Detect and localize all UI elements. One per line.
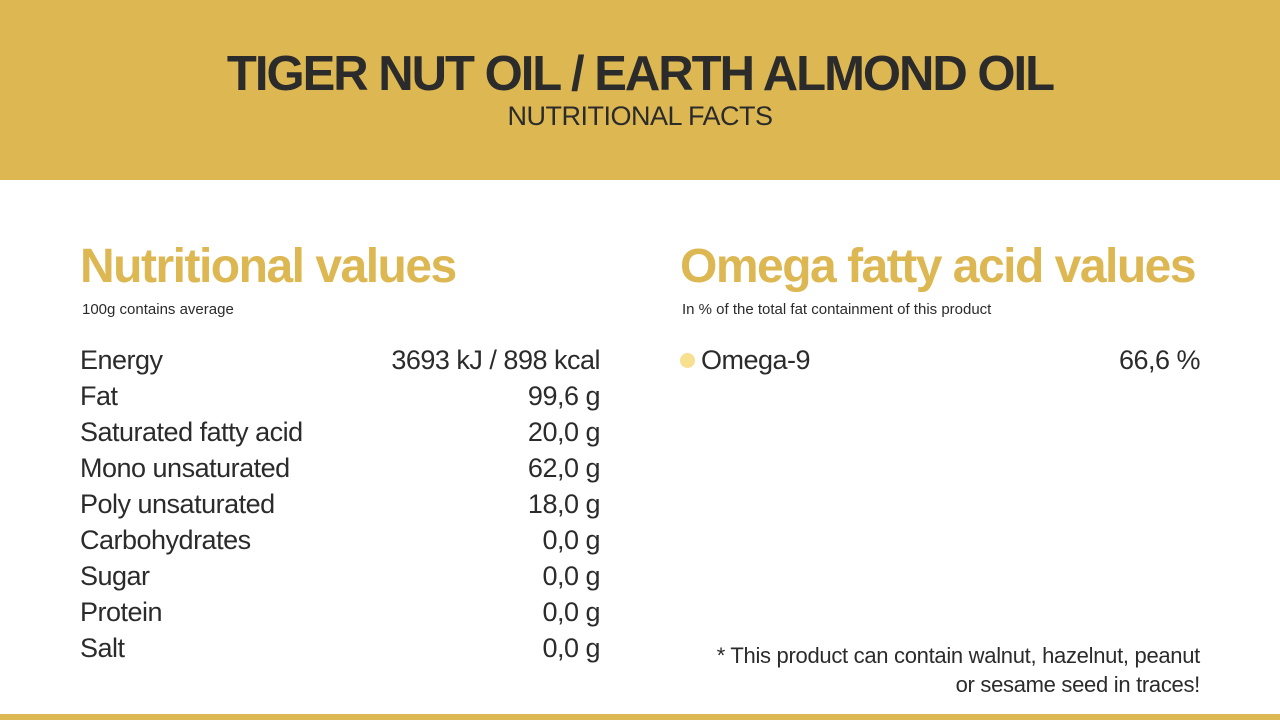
nutrient-label: Carbohydrates bbox=[80, 525, 251, 555]
nutrient-row-carbohydrates: Carbohydrates 0,0 g bbox=[80, 522, 600, 558]
nutritional-values-heading: Nutritional values bbox=[80, 240, 457, 293]
allergen-footnote: * This product can contain walnut, hazel… bbox=[640, 641, 1201, 699]
nutrient-row-energy: Energy 3693 kJ / 898 kcal bbox=[80, 342, 600, 378]
nutrient-value: 0,0 g bbox=[542, 597, 600, 627]
omega-values-heading: Omega fatty acid values bbox=[680, 240, 1197, 293]
header-banner: TIGER NUT OIL / EARTH ALMOND OIL NUTRITI… bbox=[0, 0, 1280, 180]
page-subtitle: NUTRITIONAL FACTS bbox=[507, 101, 773, 131]
nutritional-values-note: 100g contains average bbox=[82, 301, 234, 318]
nutrient-row-mono-unsaturated: Mono unsaturated 62,0 g bbox=[80, 450, 601, 486]
nutrient-row-saturated: Saturated fatty acid 20,0 g bbox=[80, 414, 601, 450]
footnote-line-2: or sesame seed in traces! bbox=[955, 672, 1201, 697]
nutrient-label: Salt bbox=[80, 633, 125, 663]
nutrient-value: 0,0 g bbox=[542, 525, 600, 555]
nutrient-value: 18,0 g bbox=[527, 489, 601, 519]
nutrient-row-poly-unsaturated: Poly unsaturated 18,0 g bbox=[80, 486, 601, 522]
omega-row-omega-9: Omega-9 66,6 % bbox=[680, 342, 1201, 378]
nutrient-value: 99,6 g bbox=[527, 381, 601, 411]
page-title: TIGER NUT OIL / EARTH ALMOND OIL bbox=[226, 47, 1055, 101]
nutrient-label: Fat bbox=[80, 381, 118, 411]
nutrient-row-protein: Protein 0,0 g bbox=[80, 594, 600, 630]
nutrient-label: Protein bbox=[80, 597, 163, 627]
nutrient-row-sugar: Sugar 0,0 g bbox=[80, 558, 600, 594]
omega-value: 66,6 % bbox=[1118, 345, 1201, 375]
nutrient-value: 0,0 g bbox=[542, 561, 600, 591]
nutrient-label: Mono unsaturated bbox=[80, 453, 290, 483]
nutrient-label: Saturated fatty acid bbox=[80, 417, 303, 447]
omega-label: Omega-9 bbox=[701, 345, 811, 375]
nutrient-value: 3693 kJ / 898 kcal bbox=[391, 345, 600, 375]
nutrient-row-fat: Fat 99,6 g bbox=[80, 378, 601, 414]
omega-label-group: Omega-9 bbox=[680, 342, 811, 378]
nutrient-value: 0,0 g bbox=[542, 633, 600, 663]
nutrient-label: Poly unsaturated bbox=[80, 489, 275, 519]
omega-values-note: In % of the total fat containment of thi… bbox=[682, 301, 992, 318]
nutrient-label: Sugar bbox=[80, 561, 150, 591]
bullet-dot-icon bbox=[680, 352, 695, 368]
nutrient-row-salt: Salt 0,0 g bbox=[80, 630, 600, 666]
nutritional-values-list: Energy 3693 kJ / 898 kcal Fat 99,6 g Sat… bbox=[80, 342, 601, 666]
nutrient-label: Energy bbox=[80, 345, 163, 375]
nutrient-value: 20,0 g bbox=[527, 417, 601, 447]
bottom-accent-bar bbox=[0, 714, 1280, 720]
nutrient-value: 62,0 g bbox=[527, 453, 601, 483]
footnote-line-1: * This product can contain walnut, hazel… bbox=[716, 643, 1201, 668]
